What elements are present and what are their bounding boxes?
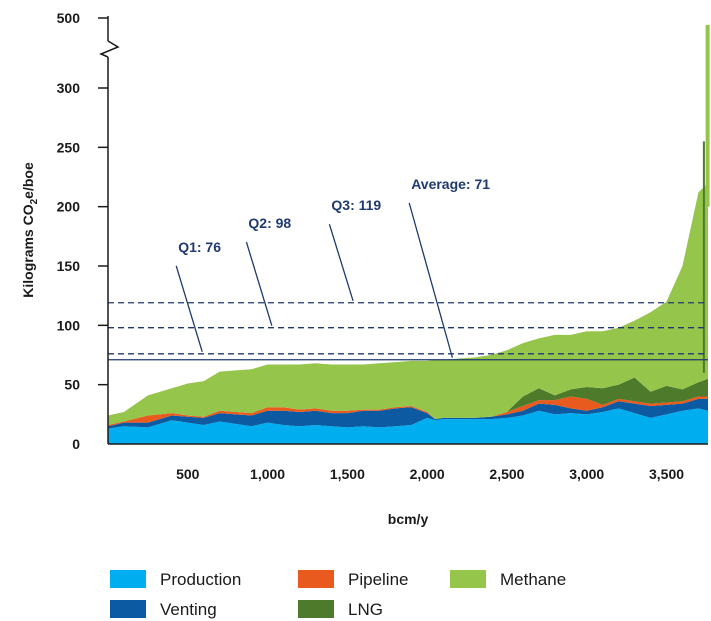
axes xyxy=(99,16,708,445)
y-axis-title-subscript: 2 xyxy=(29,198,40,204)
y-axis-title: Kilograms CO2e/boe xyxy=(20,162,40,298)
y-tick-label: 150 xyxy=(57,258,81,274)
legend: Production Pipeline Methane Venting LNG xyxy=(110,570,566,619)
x-tick-label: 2,000 xyxy=(410,466,445,482)
legend-swatch xyxy=(450,570,486,588)
stacked-areas xyxy=(108,182,708,444)
legend-label: Venting xyxy=(160,600,217,619)
x-axis-title: bcm/y xyxy=(388,511,429,527)
y-tick-label: 250 xyxy=(57,139,81,155)
legend-swatch xyxy=(110,600,146,618)
axis-break-icon xyxy=(99,40,120,58)
reference-leader xyxy=(175,265,203,353)
legend-swatch xyxy=(298,600,334,618)
y-tick-label: 100 xyxy=(57,317,81,333)
reference-label: Q1: 76 xyxy=(178,239,221,255)
reference-label: Q3: 119 xyxy=(331,197,381,213)
legend-swatch xyxy=(298,570,334,588)
y-ticks: 0 50 100 150 200 250 300 500 xyxy=(57,10,108,452)
area-methane xyxy=(108,182,708,426)
x-tick-label: 2,500 xyxy=(489,466,524,482)
methane-spike-bar xyxy=(705,25,710,207)
methane-spike xyxy=(702,25,710,373)
legend-label: Methane xyxy=(500,570,566,589)
area-production xyxy=(108,408,708,444)
x-tick-label: 1,000 xyxy=(250,466,285,482)
reference-leader xyxy=(408,202,454,358)
y-tick-label: 300 xyxy=(57,80,81,96)
x-ticks: 500 1,000 1,500 2,000 2,500 3,000 3,500 xyxy=(176,466,684,482)
reference-lines: Q1: 76 Q2: 98 Q3: 119 Average: 71 xyxy=(108,176,708,361)
reference-leader xyxy=(328,224,354,301)
y-tick-label: 50 xyxy=(64,377,80,393)
legend-label: Production xyxy=(160,570,241,589)
area-venting xyxy=(108,398,708,429)
y-tick-label: 200 xyxy=(57,199,81,215)
x-tick-label: 1,500 xyxy=(330,466,365,482)
reference-leader xyxy=(245,241,273,326)
y-tick-label: 0 xyxy=(72,436,80,452)
x-tick-label: 3,500 xyxy=(649,466,684,482)
area-pipeline xyxy=(108,396,708,427)
lng-spike-bar xyxy=(702,141,705,373)
reference-label: Q2: 98 xyxy=(248,215,291,231)
y-tick-label: 500 xyxy=(57,10,81,26)
x-tick-label: 500 xyxy=(176,466,200,482)
x-tick-label: 3,000 xyxy=(569,466,604,482)
legend-swatch xyxy=(110,570,146,588)
legend-label: Pipeline xyxy=(348,570,409,589)
reference-label: Average: 71 xyxy=(411,176,490,192)
legend-label: LNG xyxy=(348,600,383,619)
